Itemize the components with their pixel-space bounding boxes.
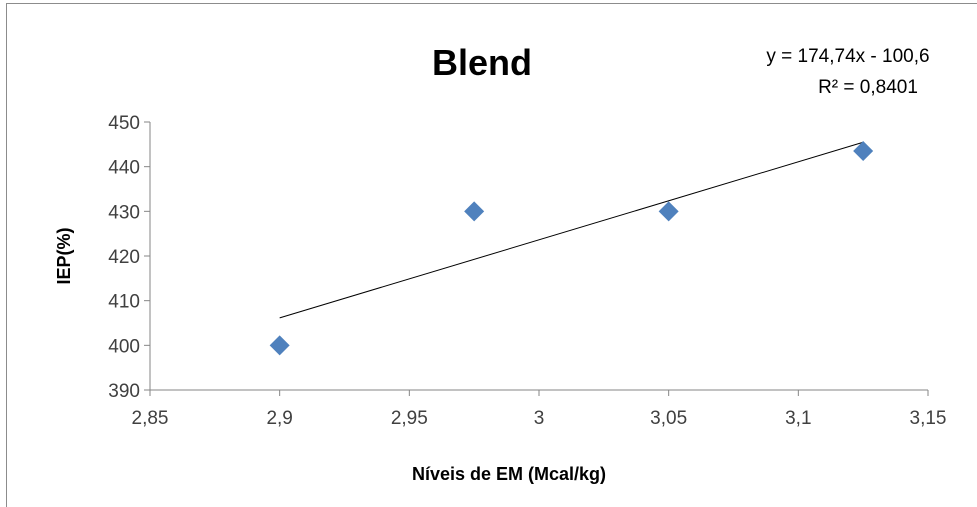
x-tick-label: 2,95	[391, 408, 428, 429]
x-tick-label: 2,85	[132, 408, 169, 429]
x-axis-title: Níveis de EM (Mcal/kg)	[412, 464, 606, 484]
x-tick-label: 3,15	[910, 408, 947, 429]
y-tick-label: 400	[108, 336, 140, 357]
y-tick-label: 420	[108, 247, 140, 268]
chart-title: Blend	[432, 42, 532, 83]
data-point	[658, 201, 679, 222]
y-tick-label: 410	[108, 292, 140, 313]
x-tick-label: 3	[534, 408, 545, 429]
x-tick-label: 2,9	[266, 408, 292, 429]
chart-frame	[6, 3, 977, 507]
data-point	[269, 335, 290, 356]
y-axis-title: IEP(%)	[54, 227, 74, 284]
trendline	[279, 141, 864, 319]
trendline-r2: R² = 0,8401	[818, 77, 918, 98]
x-tick-label: 3,1	[785, 408, 811, 429]
x-tick-label: 3,05	[650, 408, 687, 429]
y-tick-label: 430	[108, 202, 140, 223]
y-tick-label: 390	[108, 381, 140, 402]
data-point	[853, 141, 874, 162]
y-tick-label: 440	[108, 158, 140, 179]
trendline-equation: y = 174,74x - 100,6	[766, 46, 929, 67]
data-point	[464, 201, 485, 222]
y-tick-label: 450	[108, 113, 140, 134]
